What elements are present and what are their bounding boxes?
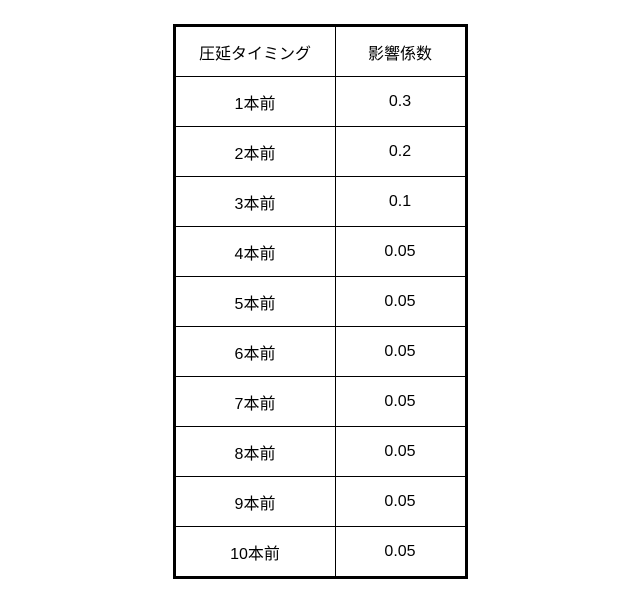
coefficient-table-wrap: 圧延タイミング 影響係数 1本前 0.3 2本前 0.2 3本前 0.1 4本前… [173,24,468,579]
cell-coef: 0.3 [335,77,465,127]
cell-coef: 0.05 [335,477,465,527]
table-body: 1本前 0.3 2本前 0.2 3本前 0.1 4本前 0.05 5本前 0.0… [175,77,465,577]
cell-timing: 5本前 [175,277,335,327]
table-header-row: 圧延タイミング 影響係数 [175,27,465,77]
cell-timing: 10本前 [175,527,335,577]
cell-timing: 6本前 [175,327,335,377]
cell-coef: 0.05 [335,327,465,377]
cell-coef: 0.05 [335,377,465,427]
table-row: 10本前 0.05 [175,527,465,577]
table-row: 1本前 0.3 [175,77,465,127]
col-header-coef: 影響係数 [335,27,465,77]
table-row: 3本前 0.1 [175,177,465,227]
table-row: 8本前 0.05 [175,427,465,477]
cell-timing: 3本前 [175,177,335,227]
cell-timing: 2本前 [175,127,335,177]
cell-coef: 0.05 [335,227,465,277]
cell-coef: 0.05 [335,527,465,577]
cell-coef: 0.05 [335,427,465,477]
cell-timing: 9本前 [175,477,335,527]
cell-coef: 0.1 [335,177,465,227]
col-header-timing: 圧延タイミング [175,27,335,77]
table-row: 5本前 0.05 [175,277,465,327]
cell-timing: 7本前 [175,377,335,427]
cell-timing: 8本前 [175,427,335,477]
coefficient-table: 圧延タイミング 影響係数 1本前 0.3 2本前 0.2 3本前 0.1 4本前… [175,26,466,577]
table-row: 6本前 0.05 [175,327,465,377]
cell-timing: 4本前 [175,227,335,277]
table-row: 9本前 0.05 [175,477,465,527]
cell-coef: 0.05 [335,277,465,327]
table-row: 7本前 0.05 [175,377,465,427]
cell-coef: 0.2 [335,127,465,177]
cell-timing: 1本前 [175,77,335,127]
table-row: 2本前 0.2 [175,127,465,177]
table-row: 4本前 0.05 [175,227,465,277]
